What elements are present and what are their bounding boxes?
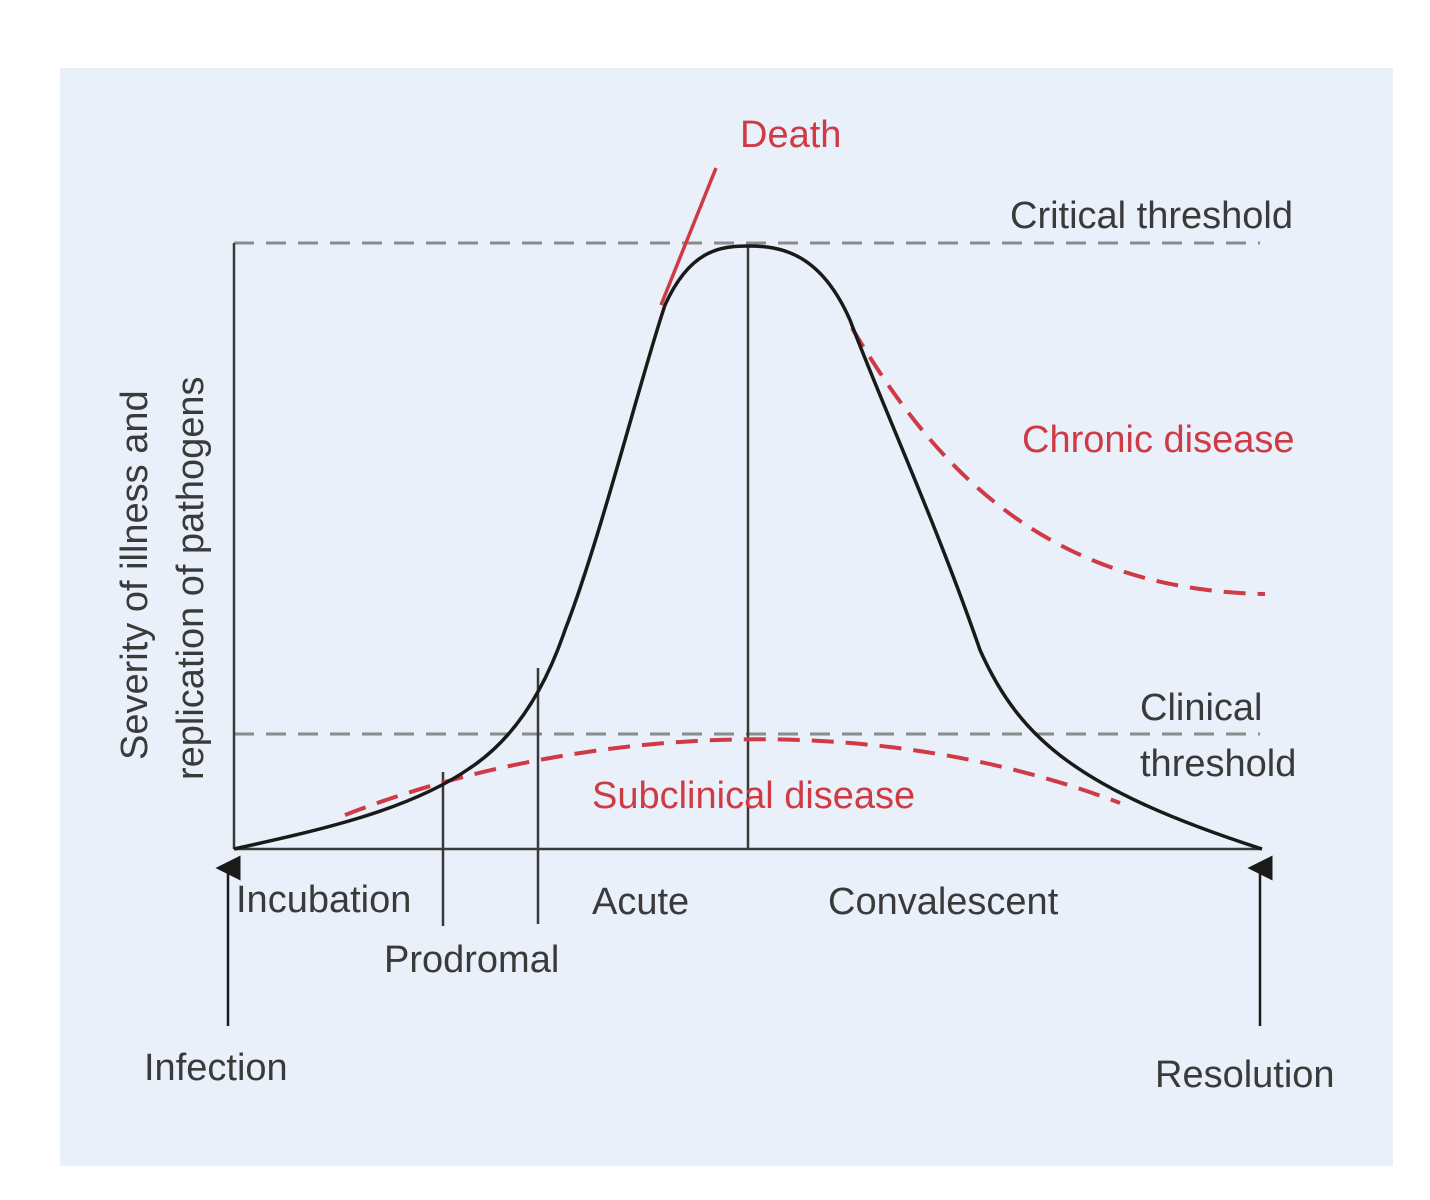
death-label: Death: [740, 114, 841, 156]
infection-label: Infection: [144, 1047, 288, 1089]
diagram-panel: Death Critical threshold Chronic disease…: [60, 68, 1393, 1166]
y-axis-label-line2: replication of pathogens: [170, 376, 212, 780]
resolution-label: Resolution: [1155, 1054, 1335, 1096]
chronic-disease-label: Chronic disease: [1022, 419, 1294, 461]
disease-severity-curve: [233, 244, 1263, 851]
subclinical-disease-label: Subclinical disease: [592, 775, 915, 817]
clinical-threshold-label-line1: Clinical: [1140, 687, 1262, 729]
disease-course-diagram: Death Critical threshold Chronic disease…: [114, 114, 1335, 1096]
death-line: [659, 167, 718, 306]
convalescent-phase-label: Convalescent: [828, 881, 1059, 923]
prodromal-phase-label: Prodromal: [384, 939, 559, 981]
incubation-phase-label: Incubation: [236, 879, 411, 921]
y-axis-label-line1: Severity of illness and: [114, 390, 156, 760]
acute-phase-label: Acute: [592, 881, 689, 923]
clinical-threshold-label-line2: threshold: [1140, 743, 1296, 785]
critical-threshold-label: Critical threshold: [1010, 195, 1293, 237]
chronic-disease-curve: [850, 326, 1266, 596]
